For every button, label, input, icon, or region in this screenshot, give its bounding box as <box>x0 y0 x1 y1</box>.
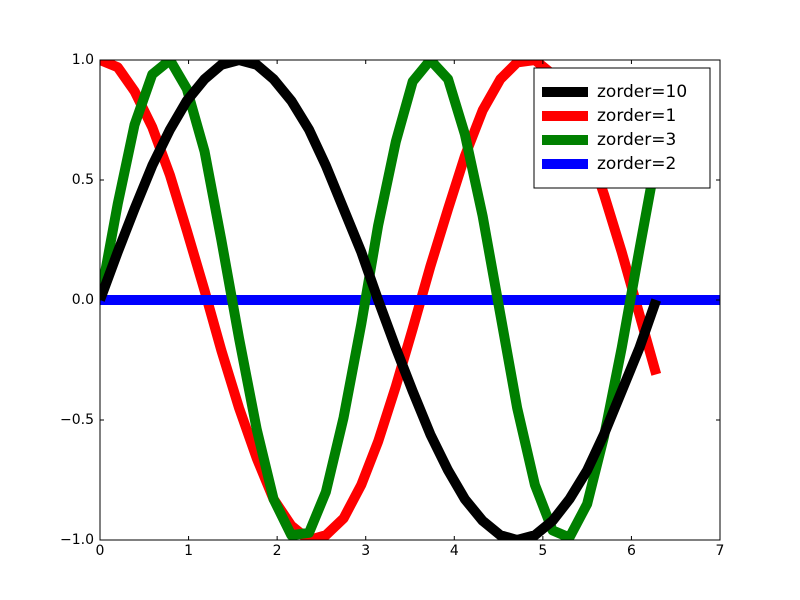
y-tick-label: −0.5 <box>60 412 94 428</box>
x-tick-label: 4 <box>450 543 459 559</box>
legend-label: zorder=3 <box>597 130 676 150</box>
legend-label: zorder=2 <box>597 154 676 174</box>
x-tick-label: 7 <box>716 543 725 559</box>
y-tick-label: −1.0 <box>60 532 94 548</box>
series-line <box>100 60 661 540</box>
y-tick-label: 1.0 <box>72 52 94 68</box>
axes: 0 1 2 3 4 5 6 7−1.0−0.50.00.51.0zorder=10zorder… <box>60 52 724 559</box>
x-tick-label: 1 <box>184 543 193 559</box>
y-tick-label: 0.0 <box>72 292 94 308</box>
legend-label: zorder=1 <box>597 106 676 126</box>
legend-label: zorder=10 <box>597 82 687 102</box>
x-tick-label: 2 <box>273 543 282 559</box>
y-tick-label: 0.5 <box>72 172 94 188</box>
x-tick-label: 3 <box>361 543 370 559</box>
x-tick-label: 6 <box>627 543 636 559</box>
x-tick-label: 5 <box>538 543 547 559</box>
series-line <box>100 60 662 540</box>
x-tick-label: 0 <box>96 543 105 559</box>
legend: zorder=10 zorder=1 zorder=3 zorder=2 <box>533 67 711 189</box>
